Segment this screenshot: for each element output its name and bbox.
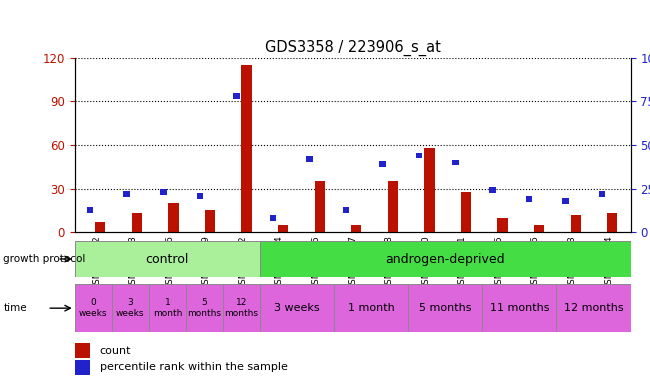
Bar [278,225,289,232]
Bar [526,196,532,202]
Bar [334,284,408,332]
Bar [571,215,580,232]
Text: 5
months: 5 months [187,298,222,318]
Bar [497,218,508,232]
Bar [534,225,544,232]
Bar [260,284,334,332]
Bar [351,225,361,232]
Bar [482,284,556,332]
Bar [270,215,276,221]
Bar [315,181,325,232]
Bar [489,187,495,193]
Text: percentile rank within the sample: percentile rank within the sample [99,362,288,372]
Bar [205,210,215,232]
Bar [562,198,569,204]
Text: 11 months: 11 months [489,303,549,313]
Text: control: control [146,253,189,265]
Bar [75,284,112,332]
Text: androgen-deprived: androgen-deprived [385,253,505,265]
Bar [186,284,223,332]
Bar [87,207,94,212]
Bar [607,214,618,232]
Bar [424,148,434,232]
Text: 1 month: 1 month [348,303,395,313]
Bar [168,203,179,232]
Bar [149,284,186,332]
Title: GDS3358 / 223906_s_at: GDS3358 / 223906_s_at [265,40,441,56]
Text: 5 months: 5 months [419,303,471,313]
Text: growth protocol: growth protocol [3,254,86,264]
Text: count: count [99,346,131,356]
Text: 3
weeks: 3 weeks [116,298,144,318]
Bar [260,241,630,277]
Text: 1
month: 1 month [153,298,182,318]
Bar [599,191,605,197]
Bar [343,207,349,212]
Bar [556,284,630,332]
Bar [75,241,260,277]
Bar [461,192,471,232]
Bar [124,191,130,197]
Text: 3 weeks: 3 weeks [274,303,320,313]
Bar [306,156,313,162]
Text: 12 months: 12 months [564,303,623,313]
Bar [132,214,142,232]
Bar [95,222,105,232]
Bar [416,152,422,158]
Text: 0
weeks: 0 weeks [79,298,107,318]
Bar [387,181,398,232]
Bar [242,65,252,232]
Bar [75,360,90,375]
Bar [223,284,260,332]
Bar [112,284,149,332]
Bar [75,343,90,358]
Text: time: time [3,303,27,313]
Bar [408,284,482,332]
Bar [160,189,166,195]
Bar [452,159,459,166]
Bar [380,161,386,167]
Bar [196,193,203,199]
Text: 12
months: 12 months [224,298,259,318]
Bar [233,93,240,99]
